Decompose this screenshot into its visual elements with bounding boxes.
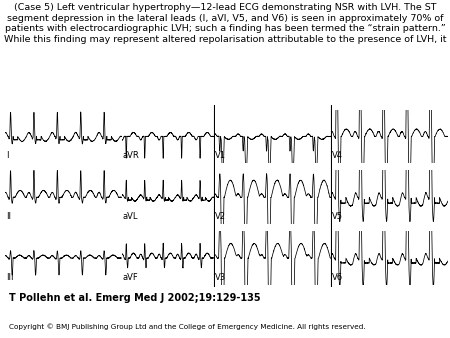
Text: aVF: aVF (123, 273, 139, 282)
Text: V4: V4 (332, 151, 343, 160)
Text: Copyright © BMJ Publishing Group Ltd and the College of Emergency Medicine. All : Copyright © BMJ Publishing Group Ltd and… (9, 323, 365, 330)
Text: V1: V1 (215, 151, 226, 160)
Text: V6: V6 (332, 273, 343, 282)
Text: V5: V5 (332, 212, 343, 221)
Text: aVR: aVR (123, 151, 140, 160)
Text: II: II (6, 212, 11, 221)
Text: V2: V2 (215, 212, 226, 221)
Text: V3: V3 (215, 273, 226, 282)
Text: (Case 5) Left ventricular hypertrophy—12-lead ECG demonstrating NSR with LVH. Th: (Case 5) Left ventricular hypertrophy—12… (4, 3, 446, 44)
Text: aVL: aVL (123, 212, 138, 221)
Text: T Pollehn et al. Emerg Med J 2002;19:129-135: T Pollehn et al. Emerg Med J 2002;19:129… (9, 293, 261, 303)
Text: I: I (6, 151, 9, 160)
Text: EMJ: EMJ (401, 313, 429, 327)
Text: III: III (6, 273, 14, 282)
